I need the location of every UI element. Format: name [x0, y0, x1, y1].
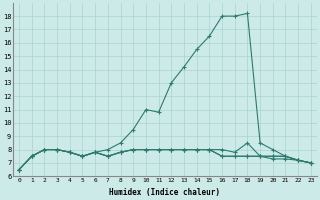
X-axis label: Humidex (Indice chaleur): Humidex (Indice chaleur) [109, 188, 220, 197]
